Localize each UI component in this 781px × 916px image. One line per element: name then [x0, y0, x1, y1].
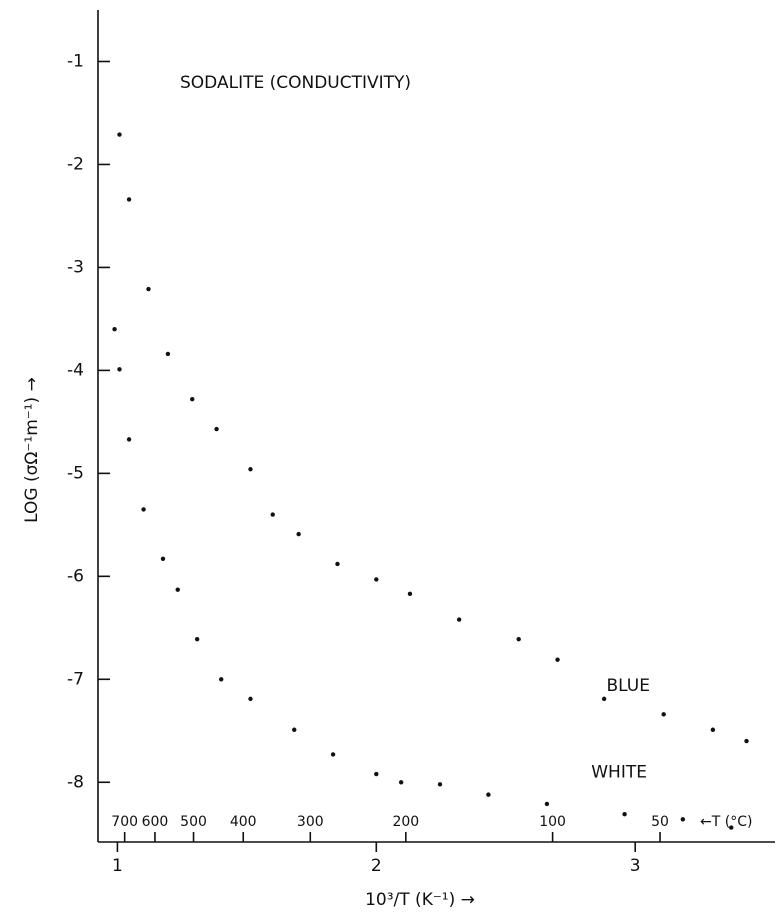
data-point: [126, 197, 132, 202]
data-point: [407, 591, 413, 597]
data-point: [486, 792, 491, 797]
data-point: [335, 561, 340, 567]
data-point: [744, 738, 749, 744]
data-point: [516, 636, 521, 642]
t-tick-label: 300: [297, 814, 324, 830]
t-tick-label: 500: [180, 814, 207, 830]
t-tick-label: 100: [539, 814, 566, 830]
y-tick-label: -2: [67, 154, 84, 174]
data-point: [175, 587, 180, 592]
y-tick-label: -5: [67, 463, 84, 483]
data-point: [710, 727, 716, 732]
data-point: [126, 437, 132, 442]
t-tick-label: 600: [142, 814, 169, 830]
data-point: [214, 426, 219, 432]
data-point: [165, 351, 171, 357]
data-point: [729, 825, 734, 830]
y-tick-label: -6: [67, 566, 84, 586]
data-point: [330, 752, 336, 757]
t-tick-label: 200: [392, 814, 419, 830]
t-tick-label: 50: [651, 814, 669, 830]
t-axis-label: ←T (°C): [700, 814, 752, 830]
data-point: [248, 467, 253, 472]
data-point: [398, 780, 404, 785]
x-tick-label: 3: [630, 856, 641, 876]
data-point: [117, 367, 122, 372]
y-tick-label: -3: [67, 257, 84, 277]
x-axis-label: 10³/T (K⁻¹) →: [365, 890, 475, 910]
data-point: [622, 811, 627, 817]
data-point: [374, 577, 379, 582]
data-point: [661, 712, 666, 717]
x-tick-label: 1: [112, 856, 123, 876]
data-point: [437, 782, 443, 787]
series-label: WHITE: [591, 763, 647, 783]
data-point: [555, 657, 560, 662]
x-tick-label: 2: [371, 856, 382, 876]
data-point: [270, 512, 275, 517]
data-point: [680, 817, 686, 822]
data-point: [456, 617, 462, 622]
data-point: [292, 727, 297, 732]
data-point: [248, 696, 253, 702]
y-tick-label: -1: [67, 51, 84, 71]
data-point: [160, 556, 166, 562]
data-point: [219, 677, 224, 682]
data-point: [190, 397, 195, 402]
y-tick-label: -8: [67, 772, 84, 792]
data-point: [141, 507, 146, 512]
y-tick-label: -7: [67, 669, 84, 689]
t-tick-label: 700: [111, 814, 138, 830]
data-point: [374, 771, 379, 777]
data-point: [117, 132, 122, 137]
data-point: [296, 531, 301, 537]
chart-title: SODALITE (CONDUCTIVITY): [180, 73, 411, 93]
t-tick-label: 400: [230, 814, 257, 830]
series-label: BLUE: [607, 676, 650, 696]
data-point: [194, 636, 200, 642]
y-axis-label: LOG (σΩ⁻¹m⁻¹) →: [22, 377, 42, 523]
data-point: [112, 327, 117, 332]
data-point: [601, 696, 607, 702]
y-tick-label: -4: [67, 360, 84, 380]
data-point: [146, 286, 151, 292]
data-point: [544, 801, 550, 807]
